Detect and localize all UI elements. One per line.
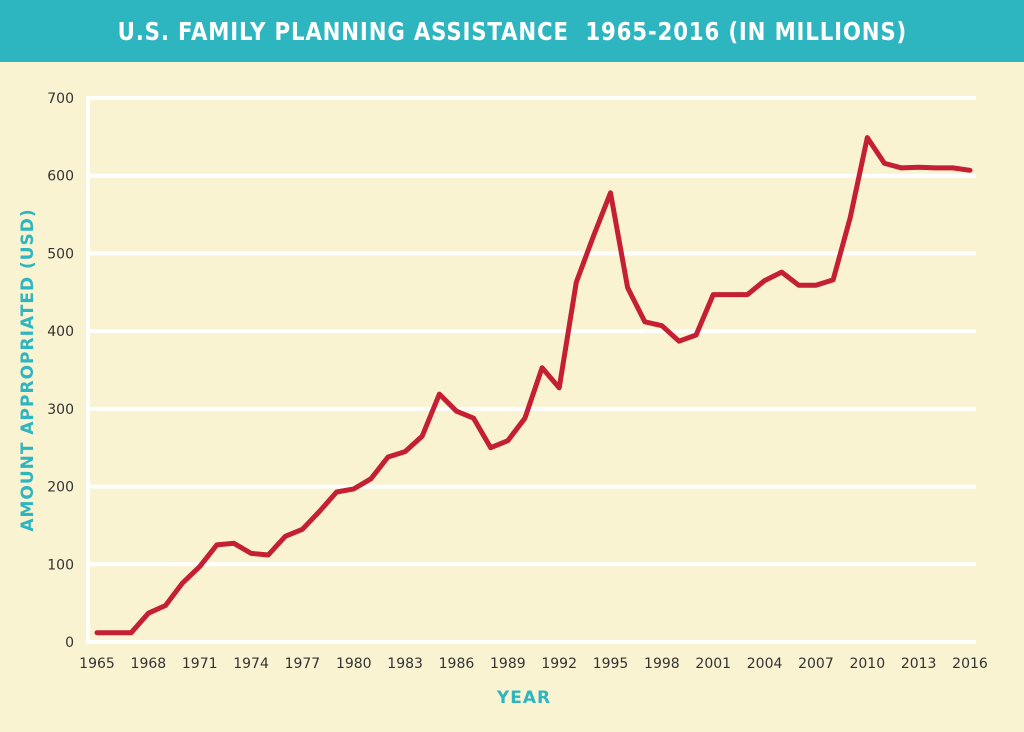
y-tick-label: 0: [65, 635, 74, 651]
y-tick-label: 300: [47, 402, 74, 418]
x-tick-label: 2007: [798, 656, 834, 672]
y-tick-label: 400: [47, 324, 74, 340]
y-axis-label: AMOUNT APPROPRIATED (USD): [18, 208, 38, 531]
x-tick-label: 1977: [285, 656, 321, 672]
y-tick-label: 100: [47, 557, 74, 573]
x-tick-label: 1998: [644, 656, 680, 672]
x-tick-label: 1980: [336, 656, 372, 672]
y-tick-label: 600: [47, 169, 74, 185]
x-tick-label: 1968: [131, 656, 167, 672]
x-tick-label: 2004: [747, 656, 783, 672]
x-tick-label: 1986: [439, 656, 475, 672]
series-line: [94, 135, 973, 636]
y-tick-label: 700: [47, 91, 74, 107]
x-tick-label: 2016: [952, 656, 988, 672]
y-tick-label: 500: [47, 246, 74, 262]
x-tick-label: 2010: [849, 656, 885, 672]
x-tick-label: 2001: [695, 656, 731, 672]
chart-title: U.S. FAMILY PLANNING ASSISTANCE 1965-201…: [117, 16, 907, 46]
x-tick-label: 1989: [490, 656, 526, 672]
x-tick-label: 1995: [593, 656, 629, 672]
x-tick-label: 1974: [233, 656, 269, 672]
x-tick-label: 1971: [182, 656, 218, 672]
x-tick-label: 1983: [387, 656, 423, 672]
x-tick-label: 1992: [541, 656, 577, 672]
x-tick-label: 1965: [79, 656, 115, 672]
y-tick-label: 200: [47, 480, 74, 496]
x-axis-label: YEAR: [496, 688, 551, 708]
x-tick-label: 2013: [901, 656, 937, 672]
title-banner: U.S. FAMILY PLANNING ASSISTANCE 1965-201…: [0, 0, 1024, 62]
